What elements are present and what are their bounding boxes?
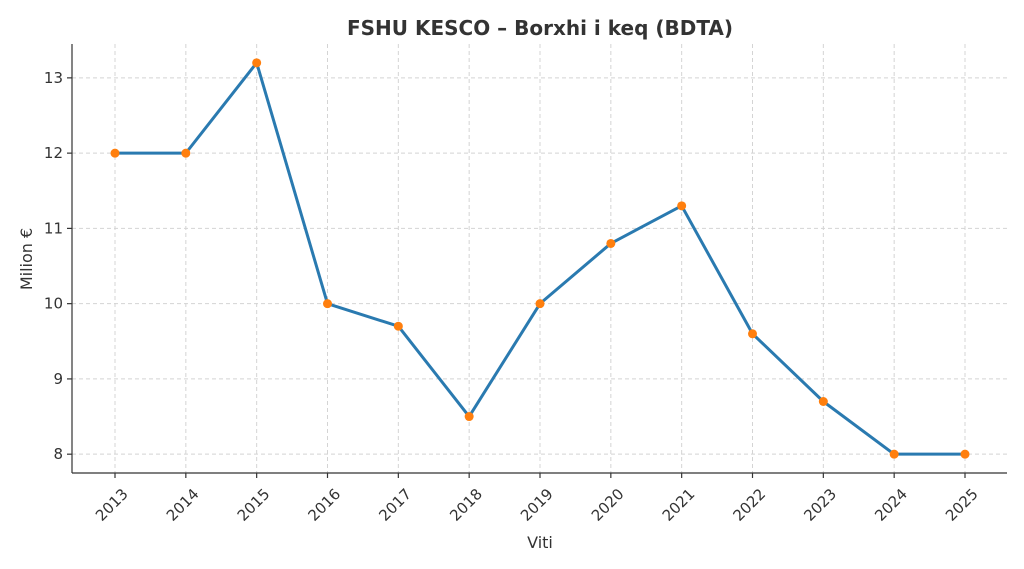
data-point xyxy=(535,299,545,309)
y-axis-label: Milion € xyxy=(17,228,36,290)
chart-title: FSHU KESCO – Borxhi i keq (BDTA) xyxy=(347,16,733,40)
y-tick-label: 11 xyxy=(44,219,63,237)
data-point xyxy=(393,321,403,331)
data-point xyxy=(464,412,474,422)
x-tick-label: 2015 xyxy=(234,485,274,525)
x-tick-label: 2023 xyxy=(800,485,840,525)
x-tick-label: 2013 xyxy=(92,485,132,525)
data-point xyxy=(110,148,120,158)
data-point xyxy=(748,329,757,339)
y-tick-label: 13 xyxy=(44,69,63,87)
grid-layer xyxy=(72,44,1007,473)
series-layer xyxy=(110,58,970,459)
x-tick-label: 2024 xyxy=(871,485,911,525)
data-point xyxy=(818,397,828,406)
x-tick-label: 2017 xyxy=(375,485,415,525)
ticks-layer: 8 9 10 11 12 13 2013 2014 2015 2016 2017 2018 2019 20… xyxy=(44,69,982,525)
data-point xyxy=(960,449,970,459)
data-point xyxy=(323,299,332,309)
y-tick-label: 8 xyxy=(53,445,63,463)
data-point xyxy=(677,201,687,211)
x-tick-label: 2016 xyxy=(305,485,345,525)
x-tick-label: 2020 xyxy=(588,485,628,525)
x-axis-label: Viti xyxy=(527,533,553,552)
y-tick-label: 12 xyxy=(44,144,63,162)
data-point xyxy=(181,148,191,158)
x-tick-label: 2022 xyxy=(730,485,770,525)
data-point xyxy=(606,238,616,248)
x-tick-label: 2019 xyxy=(517,485,557,525)
x-tick-label: 2021 xyxy=(659,485,699,525)
x-tick-label: 2025 xyxy=(942,485,982,525)
y-tick-label: 9 xyxy=(53,370,63,388)
data-point xyxy=(889,449,899,459)
x-tick-label: 2018 xyxy=(446,485,486,525)
y-tick-label: 10 xyxy=(44,295,63,313)
x-tick-label: 2014 xyxy=(163,485,203,525)
data-point xyxy=(252,58,262,68)
